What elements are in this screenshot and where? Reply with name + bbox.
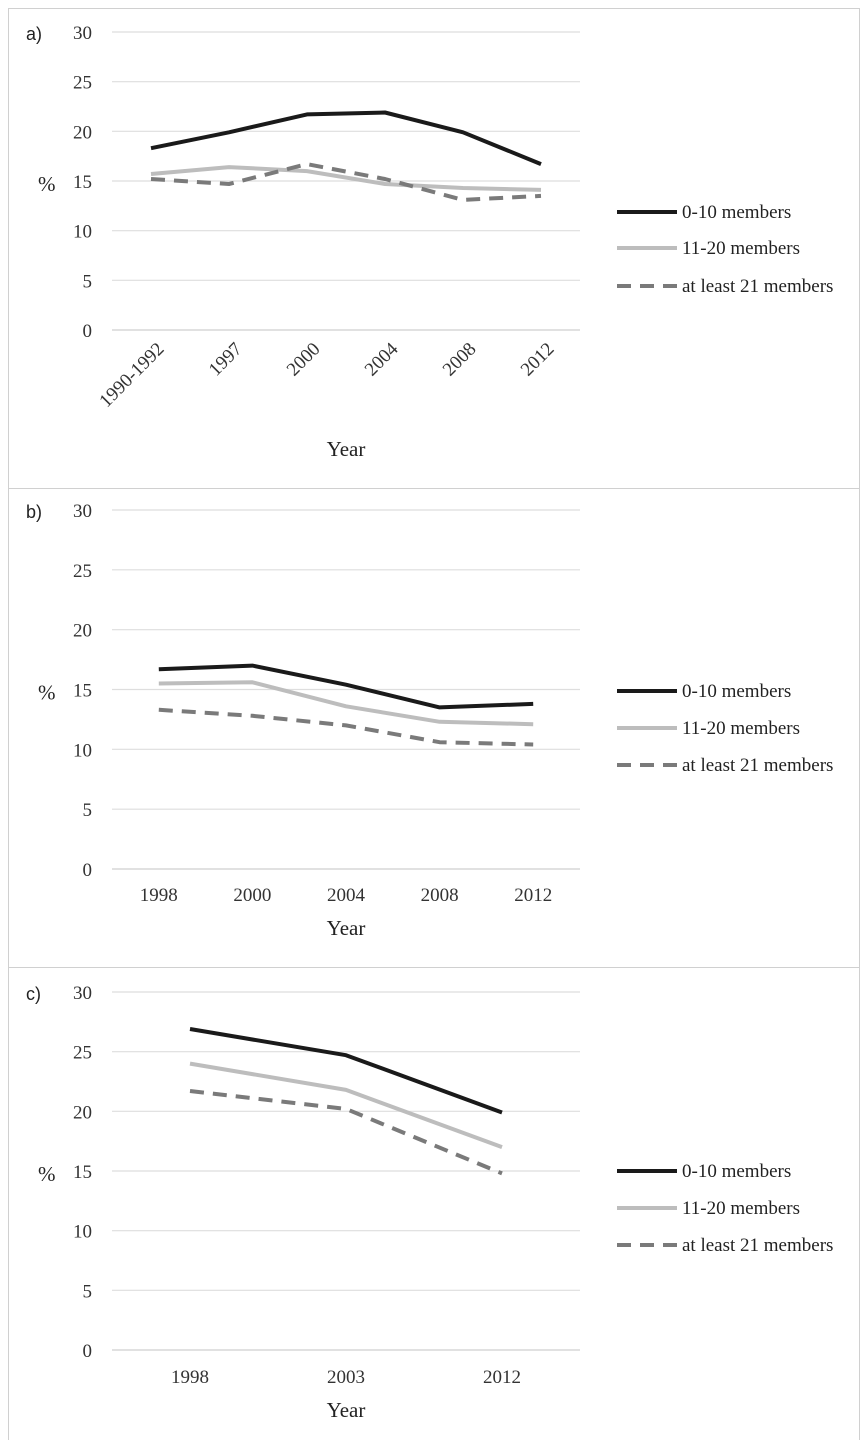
x-tick-label: 2008 (439, 339, 481, 381)
series-line-3 (189, 1089, 503, 1176)
y-tick-label: 20 (73, 621, 92, 642)
y-tick-label: 30 (73, 501, 92, 522)
series-line-3 (150, 162, 542, 202)
y-tick-label: 15 (73, 1162, 92, 1183)
x-tick-label: 2008 (421, 885, 459, 906)
y-tick-label: 10 (73, 222, 92, 243)
x-tick-label: 2012 (517, 339, 559, 381)
chart-panel-b: b) 0 5 10 15 20 25 30% 1998 2000 2004 2008 2012 Year 0… (26, 501, 833, 940)
legend-label: 0-10 members (682, 1161, 791, 1182)
y-tick-label: 5 (83, 1281, 93, 1302)
y-tick-label: 30 (73, 23, 92, 44)
legend-label: at least 21 members (682, 1235, 833, 1256)
y-tick-label: 20 (73, 122, 92, 143)
y-axis-label: % (38, 172, 56, 196)
series-line-1 (189, 1027, 503, 1115)
x-tick-label: 2000 (283, 339, 325, 381)
y-tick-label: 5 (83, 800, 93, 821)
x-tick-label: 1998 (171, 1367, 209, 1388)
x-tick-label: 2012 (514, 885, 552, 906)
legend-label: 0-10 members (682, 681, 791, 702)
chart-panel-c: c) 0 5 10 15 20 25 30% 1998 2003 2012 Year 0-10 memb… (26, 983, 833, 1422)
y-tick-label: 25 (73, 73, 92, 94)
x-axis-label: Year (327, 437, 366, 461)
x-tick-label: 2000 (233, 885, 271, 906)
series-line-1 (150, 110, 542, 166)
panel-separator (8, 488, 860, 489)
y-tick-label: 0 (83, 321, 93, 342)
y-tick-label: 0 (83, 1341, 93, 1362)
y-tick-label: 10 (73, 1222, 92, 1243)
series-line-2 (158, 680, 534, 727)
chart-panel-a: a) 0 5 10 15 20 25 30% 1990-1992 1997 2000 2004 2008… (26, 23, 833, 461)
figure-frame (8, 8, 860, 1440)
legend-label: at least 21 members (682, 276, 833, 297)
series-line-2 (189, 1061, 503, 1149)
y-axis-label: % (38, 681, 56, 705)
y-tick-label: 10 (73, 740, 92, 761)
y-tick-label: 20 (73, 1102, 92, 1123)
series-line-2 (150, 165, 542, 192)
legend-label: 0-10 members (682, 202, 791, 223)
legend-label: 11-20 members (682, 718, 800, 739)
y-tick-label: 0 (83, 860, 93, 881)
x-tick-label: 1997 (205, 339, 247, 381)
x-axis-label: Year (327, 916, 366, 940)
y-axis-label: % (38, 1162, 56, 1186)
x-tick-label: 1990-1992 (95, 339, 168, 412)
y-tick-label: 30 (73, 983, 92, 1004)
series-line-1 (158, 663, 534, 710)
legend-label: at least 21 members (682, 755, 833, 776)
legend-label: 11-20 members (682, 238, 800, 259)
y-tick-label: 15 (73, 172, 92, 193)
x-tick-label: 2003 (327, 1367, 365, 1388)
panel-label: c) (26, 984, 41, 1004)
x-tick-label: 2012 (483, 1367, 521, 1388)
series-line-3 (158, 707, 534, 747)
panel-label: a) (26, 24, 42, 44)
y-tick-label: 25 (73, 1043, 92, 1064)
y-tick-label: 5 (83, 271, 93, 292)
y-tick-label: 15 (73, 681, 92, 702)
y-tick-label: 25 (73, 561, 92, 582)
x-axis-label: Year (327, 1398, 366, 1422)
x-tick-label: 2004 (361, 338, 403, 380)
x-tick-label: 1998 (140, 885, 178, 906)
legend-label: 11-20 members (682, 1198, 800, 1219)
x-tick-label: 2004 (327, 885, 366, 906)
panel-separator (8, 967, 860, 968)
panel-label: b) (26, 502, 42, 522)
